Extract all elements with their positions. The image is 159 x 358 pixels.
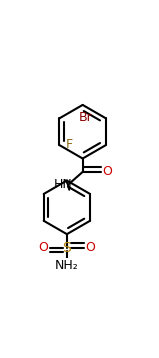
Text: O: O <box>102 165 112 178</box>
Text: O: O <box>39 241 48 254</box>
Text: O: O <box>85 241 95 254</box>
Text: Br: Br <box>79 111 92 124</box>
Text: NH₂: NH₂ <box>55 259 79 272</box>
Text: HN: HN <box>54 178 72 190</box>
Text: F: F <box>66 138 73 151</box>
Text: S: S <box>62 241 71 255</box>
